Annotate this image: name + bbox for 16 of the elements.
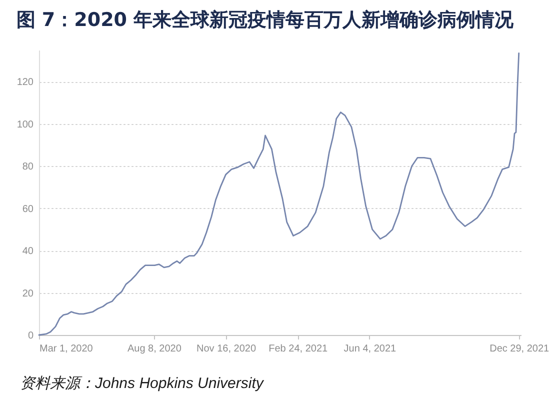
x-tick-label: Nov 16, 2020 xyxy=(196,344,256,354)
y-tick-label: 60 xyxy=(22,204,34,215)
y-tick-label: 40 xyxy=(22,246,34,258)
y-tick-label: 80 xyxy=(22,162,34,173)
x-tick-label: Dec 29, 2021 xyxy=(490,344,550,354)
x-tick-label: Aug 8, 2020 xyxy=(127,344,182,354)
y-tick-label: 100 xyxy=(16,119,34,130)
chart-title: 图 7：2020 年来全球新冠疫情每百万人新增确诊病例情况 xyxy=(16,9,515,31)
x-tick-label: Feb 24, 2021 xyxy=(268,344,328,354)
text: 资料来源：Johns Hopkins University xyxy=(20,375,265,392)
line-series xyxy=(38,52,520,336)
y-tick-label: 20 xyxy=(22,288,34,300)
y-tick-label: 120 xyxy=(16,77,34,88)
x-tick-label: Jun 4, 2021 xyxy=(344,344,397,354)
x-tick-label: Mar 1, 2020 xyxy=(40,344,94,354)
y-tick-label: 0 xyxy=(28,330,34,342)
